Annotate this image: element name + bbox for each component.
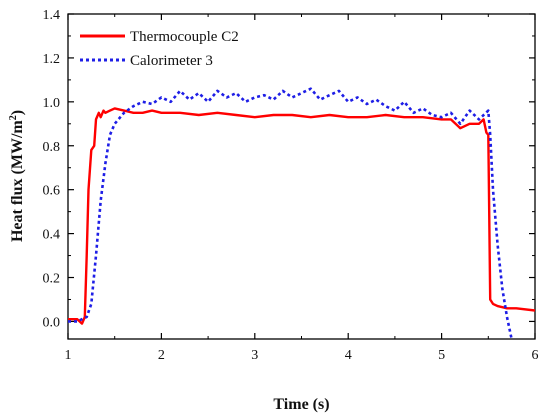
axis-ticks: 1 2 3 4 5 6 0.0 0.2 0.4 0.6 0.8 1.0 1.2 1.4	[43, 8, 539, 363]
x-tick-label: 6	[532, 348, 539, 363]
x-tick-label: 2	[158, 348, 165, 363]
y-tick-label: 0.0	[43, 315, 61, 330]
series-layer	[68, 87, 535, 339]
y-tick-label: 1.2	[43, 52, 61, 67]
legend: Thermocouple C2 Calorimeter 3	[80, 29, 239, 69]
legend-label-calorimeter-3: Calorimeter 3	[130, 53, 213, 69]
series-line-calorimeter-3	[68, 87, 513, 339]
x-tick-label: 1	[65, 348, 72, 363]
y-axis-title: Heat flux (MW/m2)	[8, 110, 26, 242]
series-line-thermocouple-c2	[68, 107, 535, 325]
y-tick-label: 0.2	[43, 272, 61, 287]
legend-label-thermocouple-c2: Thermocouple C2	[130, 29, 239, 45]
y-axis-title-superscript: 2	[8, 115, 19, 120]
y-axis-title-main: Heat flux (MW/m	[9, 120, 26, 242]
y-tick-label: 0.4	[43, 228, 61, 243]
y-axis-title-suffix: )	[9, 110, 26, 115]
x-tick-label: 5	[438, 348, 445, 363]
y-tick-label: 0.8	[43, 140, 61, 155]
x-tick-label: 3	[251, 348, 258, 363]
y-tick-label: 1.0	[43, 96, 61, 111]
y-tick-label: 1.4	[43, 8, 61, 23]
y-tick-label: 0.6	[43, 184, 61, 199]
x-axis-title: Time (s)	[273, 396, 329, 413]
x-tick-label: 4	[345, 348, 352, 363]
